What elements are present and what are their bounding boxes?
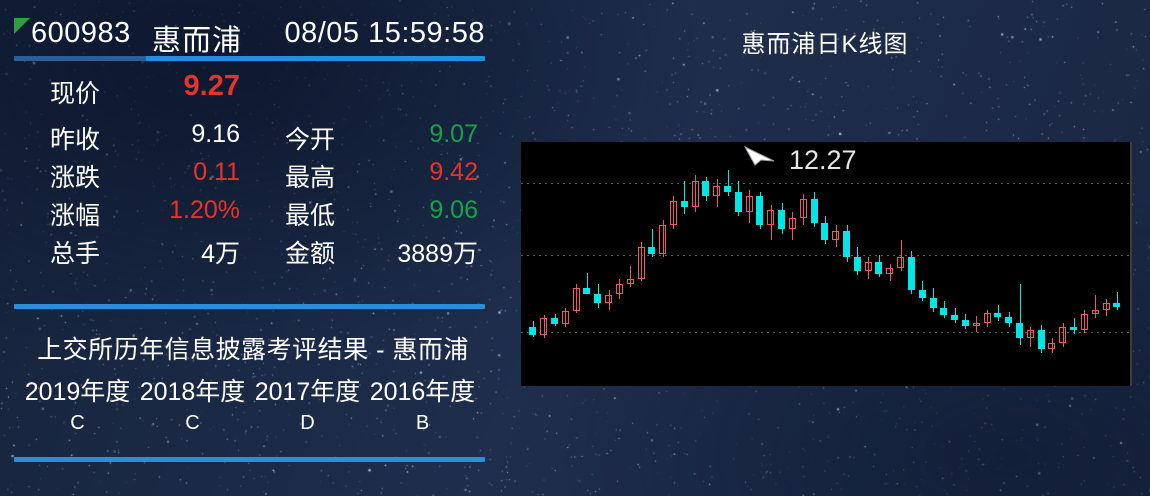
candle-body [605, 294, 612, 304]
candle-body [627, 279, 634, 284]
rating-grade: B [415, 412, 430, 434]
candle-body [1027, 330, 1034, 339]
candle-body [681, 200, 688, 208]
quote-grid: 昨收 9.16 今开 9.07 涨跌 0.11 最高 9.42 涨幅 1.20% 最低 9.06 总手 4… [0, 120, 500, 272]
candle-wick [728, 170, 729, 197]
rating-grade: C [185, 412, 200, 434]
candle-body [984, 312, 991, 323]
candle-body [1059, 327, 1066, 344]
quote-value: 9.06 [429, 196, 478, 224]
candle-body [540, 318, 547, 335]
candle-body [1005, 317, 1012, 323]
candle-body [670, 200, 677, 225]
candle-body [973, 322, 980, 326]
candle-body [930, 297, 937, 308]
candle-body [843, 231, 850, 258]
candle-body [1038, 330, 1045, 349]
candle-body [865, 261, 872, 271]
candle-body [756, 196, 763, 225]
candle-body [940, 307, 947, 316]
candle-body [778, 209, 785, 230]
candle-body [724, 185, 731, 193]
price-annotation: 12.27 [789, 145, 857, 175]
candle-body [994, 312, 1001, 318]
divider-middle [14, 304, 485, 309]
candle-body [594, 293, 601, 304]
stock-code: 600983 [31, 17, 131, 49]
candle-body [951, 315, 958, 320]
candle-body [659, 224, 666, 255]
candle-body [854, 257, 861, 271]
candle-body [1103, 303, 1110, 310]
candle-body [962, 319, 969, 326]
candle-body [897, 257, 904, 269]
candle-body [919, 290, 926, 298]
stock-name: 惠而浦 [152, 25, 243, 57]
rating-grade: D [300, 412, 315, 434]
candle-body [562, 311, 569, 325]
candle-wick [1117, 292, 1118, 310]
candle-body [746, 196, 753, 212]
rating-grade: C [70, 412, 85, 434]
quote-panel: 600983 惠而浦 08/05 15:59:58 现价 9.27 昨收 9.16… [0, 0, 500, 496]
divider-bottom [14, 457, 485, 462]
disclosure-ratings-panel: 上交所历年信息披露考评结果 - 惠而浦 2019年度 2018年度 2017年度 20… [0, 330, 500, 435]
candle-body [616, 283, 623, 295]
candle-body [811, 198, 818, 223]
quote-row: 涨幅 1.20% 最低 9.06 [0, 196, 500, 234]
arrow-cursor-icon [743, 145, 775, 166]
candle-body [735, 192, 742, 212]
candle-body [1092, 309, 1099, 315]
candle-wick [1095, 294, 1096, 319]
quote-row: 涨跌 0.11 最高 9.42 [0, 158, 500, 196]
candle-body [789, 218, 796, 230]
candle-wick [684, 181, 685, 214]
candle-body [886, 268, 893, 274]
chart-title: 惠而浦日K线图 [741, 31, 909, 58]
candle-body [583, 287, 590, 294]
candle-body [1048, 343, 1055, 349]
candle-body [1070, 327, 1077, 331]
current-price-value: 9.27 [183, 70, 240, 102]
candle-body [1016, 322, 1023, 339]
quote-value: 9.42 [429, 158, 478, 186]
candle-body [1081, 314, 1088, 331]
candle-body [573, 287, 580, 312]
candle-body [692, 181, 699, 208]
chart-panel: 惠而浦日K线图 12.27 [500, 0, 1150, 496]
candle-body [875, 261, 882, 274]
ratings-title: 上交所历年信息披露考评结果 - 惠而浦 [37, 336, 469, 364]
candle-body [702, 181, 709, 197]
candle-body [529, 327, 536, 335]
rating-year: 2017年度 [254, 378, 361, 406]
ratings-year-row: 2019年度 2018年度 2017年度 2016年度 [0, 372, 500, 408]
rating-year: 2016年度 [369, 378, 476, 406]
quote-value: 9.07 [429, 120, 478, 148]
candle-body [800, 198, 807, 219]
candle-body [1113, 303, 1120, 307]
candle-body [648, 246, 655, 255]
quote-row: 总手 4万 金额 3889万 [0, 234, 500, 272]
quote-row: 昨收 9.16 今开 9.07 [0, 120, 500, 158]
quote-timestamp: 08/05 15:59:58 [284, 17, 485, 49]
candle-wick [1074, 318, 1075, 334]
rating-year: 2019年度 [24, 378, 131, 406]
candle-body [638, 246, 645, 280]
quote-value: 3889万 [397, 240, 478, 268]
candle-body [832, 231, 839, 241]
candle-body [908, 257, 915, 291]
stock-header: 600983 惠而浦 08/05 15:59:58 [0, 17, 500, 57]
divider-top [14, 56, 485, 61]
candlestick-chart[interactable]: 12.27 [521, 142, 1132, 386]
candle-body [821, 222, 828, 241]
rating-year: 2018年度 [139, 378, 246, 406]
candle-series [521, 142, 1130, 386]
candle-body [767, 209, 774, 225]
candle-body [713, 185, 720, 197]
candle-body [551, 318, 558, 325]
